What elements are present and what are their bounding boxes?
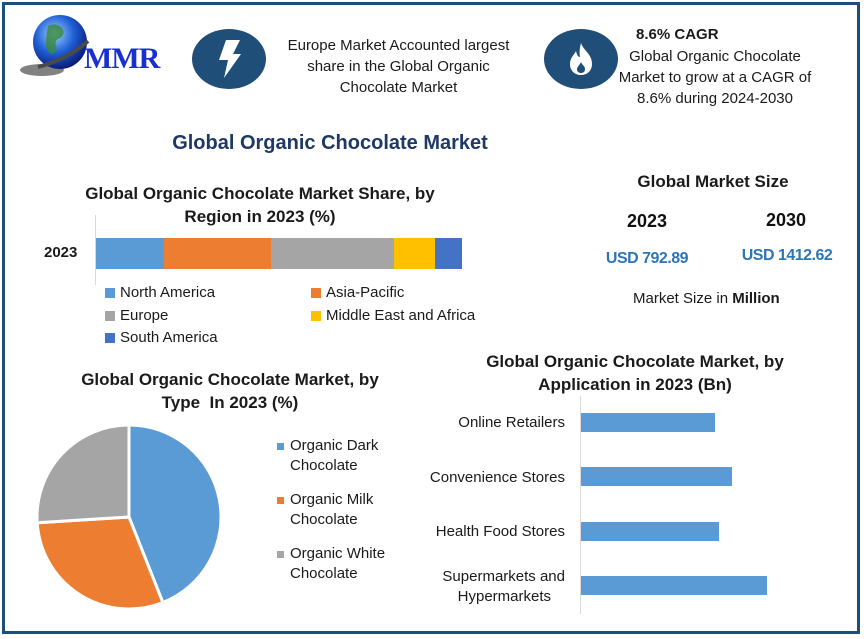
application-label-multiline: Supermarkets and Hypermarkets xyxy=(420,567,565,607)
legend-label: Organic Dark xyxy=(290,437,379,454)
globe-icon xyxy=(20,15,90,76)
market-year-2030: 2030 xyxy=(765,210,807,230)
application-bar-online-retailers xyxy=(581,413,715,432)
market-size-unit-note: Market Size in Million xyxy=(633,290,780,307)
legend-swatch xyxy=(105,332,115,343)
type-pie-chart xyxy=(35,423,223,611)
cagr-title: 8.6% CAGR xyxy=(636,26,719,43)
page-title: Global Organic Chocolate Market xyxy=(172,132,488,154)
highlight-line: Chocolate Market xyxy=(339,79,458,96)
region-chart-title: Global Organic Chocolate Market Share, b… xyxy=(60,182,460,228)
lightning-badge xyxy=(192,29,266,89)
chart-title-line: Application in 2023 (Bn) xyxy=(538,375,732,394)
bar-segment-south-america xyxy=(434,238,462,269)
mmr-logo: MMR xyxy=(20,12,175,82)
legend-swatch xyxy=(277,497,284,504)
highlight-line: Europe Market Accounted largest xyxy=(287,37,510,54)
cagr-highlight-text: Global Organic Chocolate Market to grow … xyxy=(612,46,818,109)
application-bar-supermarkets xyxy=(581,576,767,595)
type-chart-title: Global Organic Chocolate Market, by Type… xyxy=(40,368,420,414)
chart-title-line: Global Organic Chocolate Market Share, b… xyxy=(85,184,435,203)
legend-label: North America xyxy=(120,284,216,301)
market-value-2023: USD 792.89 xyxy=(605,250,689,267)
application-bar-convenience-stores xyxy=(581,467,732,486)
pie-slice-organic-milk-chocolate xyxy=(35,515,165,611)
highlight-line: Global Organic Chocolate xyxy=(629,48,801,65)
legend-swatch xyxy=(311,310,321,321)
region-axis-line xyxy=(95,215,96,285)
legend-south-america: South America xyxy=(105,329,218,346)
application-label: Convenience Stores xyxy=(429,469,565,486)
legend-label: Organic Milk xyxy=(290,491,374,508)
bar-segment-europe xyxy=(270,238,394,269)
pie-slice-organic-dark-chocolate xyxy=(127,423,223,605)
legend-label: South America xyxy=(120,329,218,346)
pie-slice-organic-white-chocolate xyxy=(35,423,131,525)
highlight-line: share in the Global Organic xyxy=(307,58,490,75)
legend-label: Europe xyxy=(120,307,169,324)
region-stacked-bar xyxy=(96,238,462,269)
highlight-line: 8.6% during 2024-2030 xyxy=(637,90,793,107)
market-year-2023: 2023 xyxy=(626,211,668,231)
legend-swatch xyxy=(277,443,284,450)
legend-label: Chocolate xyxy=(290,457,358,474)
legend-label: Chocolate xyxy=(290,565,358,582)
legend-label: Asia-Pacific xyxy=(326,284,405,301)
legend-swatch xyxy=(311,287,321,298)
note-unit: Million xyxy=(732,290,780,307)
application-label: Health Food Stores xyxy=(435,523,565,540)
flame-badge xyxy=(544,29,618,89)
legend-swatch xyxy=(277,551,284,558)
europe-highlight-text: Europe Market Accounted largest share in… xyxy=(266,35,531,98)
application-bar-health-food-stores xyxy=(581,522,719,541)
legend-label: Chocolate xyxy=(290,511,358,528)
legend-mea: Middle East and Africa xyxy=(311,307,475,324)
legend-europe: Europe xyxy=(105,307,168,324)
chart-title-line: Type In 2023 (%) xyxy=(161,393,299,412)
pie-legend-dark: Organic Dark Chocolate xyxy=(277,436,378,476)
region-category-label: 2023 xyxy=(44,244,78,261)
legend-swatch xyxy=(105,310,115,321)
chart-title-line: Global Organic Chocolate Market, by xyxy=(486,352,784,371)
note-prefix: Market Size in xyxy=(633,290,733,307)
lightning-icon xyxy=(219,40,241,78)
pie-legend-white: Organic White Chocolate xyxy=(277,544,385,584)
pie-legend-milk: Organic Milk Chocolate xyxy=(277,490,373,530)
bar-segment-asia-pacific xyxy=(164,238,271,269)
legend-label: Middle East and Africa xyxy=(326,307,476,324)
bar-segment-north-america xyxy=(96,238,165,269)
market-value-2030: USD 1412.62 xyxy=(741,247,833,264)
application-chart-title: Global Organic Chocolate Market, by Appl… xyxy=(465,350,805,396)
logo-text: MMR xyxy=(84,42,160,75)
chart-title-line: Region in 2023 (%) xyxy=(184,207,336,226)
highlight-line: Market to grow at a CAGR of xyxy=(618,69,812,86)
legend-north-america: North America xyxy=(105,284,215,301)
legend-label: Organic White xyxy=(290,545,386,562)
application-axis-line xyxy=(580,396,581,614)
application-label-line: Supermarkets and xyxy=(442,568,565,585)
legend-swatch xyxy=(105,287,115,298)
bar-segment-middle-east-and-africa xyxy=(393,238,435,269)
market-size-title: Global Market Size xyxy=(637,172,789,191)
chart-title-line: Global Organic Chocolate Market, by xyxy=(81,370,379,389)
application-label: Online Retailers xyxy=(458,414,565,431)
flame-icon xyxy=(570,43,592,75)
legend-asia-pacific: Asia-Pacific xyxy=(311,284,404,301)
application-label-line: Hypermarkets xyxy=(457,588,551,605)
